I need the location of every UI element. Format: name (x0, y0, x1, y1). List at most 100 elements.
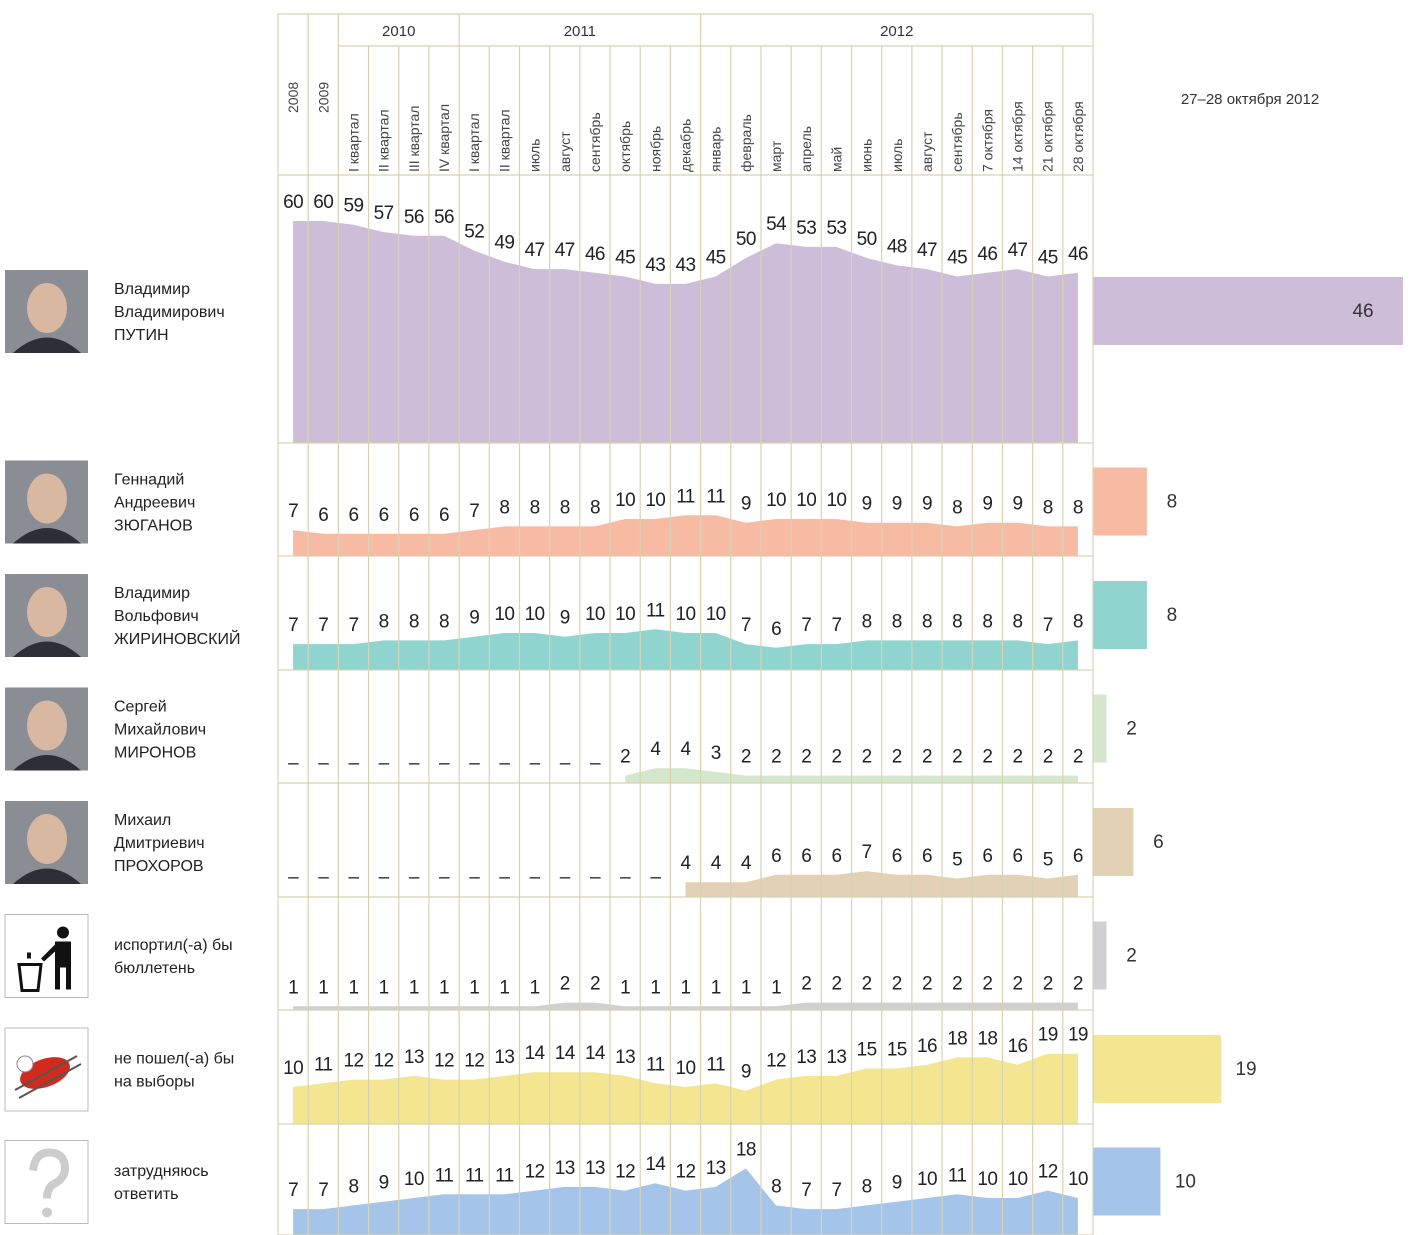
icon-part (57, 926, 69, 939)
value-label: 7 (318, 615, 328, 636)
row-icon (5, 460, 88, 544)
value-label: 9 (892, 1173, 902, 1194)
value-label: 2 (1073, 747, 1083, 768)
value-label: 7 (801, 1180, 811, 1201)
value-label: 10 (676, 1058, 696, 1079)
area (293, 1002, 1078, 1010)
value-label: 9 (560, 608, 570, 629)
row-name: Андреевич (114, 495, 195, 512)
value-label: 47 (525, 240, 545, 261)
value-label: 14 (555, 1043, 576, 1064)
value-label: 8 (499, 497, 509, 518)
value-label: 1 (499, 977, 509, 998)
value-label: 13 (826, 1047, 846, 1068)
row-icon (5, 687, 88, 771)
x-tick-label: сентябрь (949, 112, 965, 172)
photo-head (27, 283, 67, 333)
value-label: 9 (741, 494, 751, 515)
value-label: 11 (465, 1165, 484, 1186)
value-label: 1 (530, 977, 540, 998)
value-label: 8 (348, 1176, 358, 1197)
value-label: 10 (1008, 1169, 1028, 1190)
missing-label: – (650, 867, 661, 888)
value-label: 2 (982, 747, 992, 768)
value-label: 50 (857, 229, 877, 250)
row-name: ЗЮГАНОВ (114, 518, 193, 535)
value-label: 15 (887, 1040, 907, 1061)
value-label: 9 (741, 1062, 751, 1083)
value-label: 10 (917, 1169, 937, 1190)
value-label: 4 (741, 853, 752, 874)
value-label: 8 (439, 611, 449, 632)
row-name: ответить (114, 1186, 179, 1203)
value-label: 2 (801, 747, 811, 768)
value-label: 8 (922, 611, 932, 632)
value-label: 8 (862, 1176, 872, 1197)
value-label: 8 (1073, 611, 1083, 632)
value-label: 9 (982, 494, 992, 515)
value-label: 6 (831, 846, 841, 867)
value-label: 56 (404, 207, 424, 228)
x-tick-label: декабрь (678, 119, 694, 172)
value-label: 50 (736, 229, 756, 250)
value-label: 2 (771, 747, 781, 768)
value-label: 8 (1043, 497, 1053, 518)
latest-label: 8 (1167, 605, 1178, 626)
row-name: Сергей (114, 699, 167, 716)
value-label: 7 (1043, 615, 1053, 636)
value-label: 6 (771, 846, 781, 867)
value-label: 10 (826, 490, 846, 511)
value-label: 2 (862, 747, 872, 768)
photo-body (13, 528, 81, 544)
value-label: 12 (343, 1051, 363, 1072)
x-tick-label: июль (889, 139, 905, 172)
value-label: 2 (1043, 974, 1053, 995)
value-label: 47 (555, 240, 575, 261)
icon-part (27, 952, 31, 959)
x-tick-label: апрель (798, 126, 814, 172)
latest-bar (1093, 1147, 1161, 1216)
row-name: Дмитриевич (114, 835, 205, 852)
x-tick-label: IV квартал (436, 104, 452, 172)
x-tick-label: ноябрь (647, 126, 663, 172)
missing-label: – (379, 867, 390, 888)
missing-label: – (288, 753, 299, 774)
row-name: Владимирович (114, 304, 225, 321)
value-label: 7 (831, 615, 841, 636)
value-label: 2 (801, 974, 811, 995)
value-label: 45 (615, 248, 635, 269)
value-label: 8 (952, 611, 962, 632)
x-tick-label: I квартал (466, 113, 482, 172)
value-label: 6 (348, 505, 358, 526)
value-label: 6 (1073, 846, 1083, 867)
value-label: 45 (706, 248, 726, 269)
x-tick-label: 2008 (285, 82, 301, 113)
value-label: 13 (706, 1158, 726, 1179)
value-label: 10 (525, 604, 545, 625)
value-label: 2 (831, 974, 841, 995)
value-label: 12 (525, 1162, 545, 1183)
year-label: 2011 (564, 23, 596, 40)
value-label: 14 (645, 1154, 666, 1175)
x-tick-label: май (828, 147, 844, 172)
value-label: 7 (469, 501, 479, 522)
value-label: 16 (917, 1036, 937, 1057)
value-label: 10 (585, 604, 605, 625)
value-label: 49 (494, 233, 514, 254)
missing-label: – (499, 867, 510, 888)
row-name: Геннадий (114, 472, 184, 489)
row-icon (5, 574, 88, 657)
value-label: 12 (1038, 1162, 1058, 1183)
x-tick-label: III квартал (406, 106, 422, 172)
value-label: 46 (977, 244, 997, 265)
value-label: 12 (374, 1051, 394, 1072)
value-label: 2 (1013, 747, 1023, 768)
value-label: 2 (952, 974, 962, 995)
value-label: 2 (741, 747, 751, 768)
value-label: 10 (615, 604, 635, 625)
row-name: бюллетень (114, 960, 195, 977)
latest-label: 10 (1175, 1172, 1196, 1193)
icon-part (16, 1055, 34, 1073)
latest-bar (1093, 694, 1107, 763)
value-label: 13 (494, 1047, 514, 1068)
